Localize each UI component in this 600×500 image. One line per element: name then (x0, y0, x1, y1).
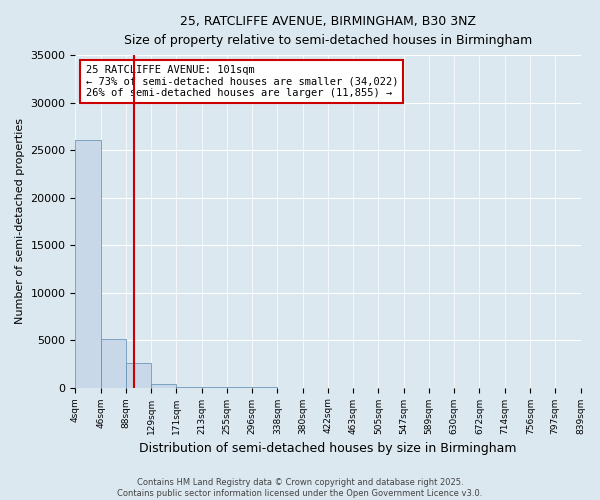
Bar (76, 140, 101, 388)
Text: Contains HM Land Registry data © Crown copyright and database right 2025.
Contai: Contains HM Land Registry data © Crown c… (118, 478, 482, 498)
X-axis label: Distribution of semi-detached houses by size in Birmingham: Distribution of semi-detached houses by … (139, 442, 517, 455)
Y-axis label: Number of semi-detached properties: Number of semi-detached properties (15, 118, 25, 324)
Bar (101, 339, 126, 388)
Text: 25 RATCLIFFE AVENUE: 101sqm
← 73% of semi-detached houses are smaller (34,022)
2: 25 RATCLIFFE AVENUE: 101sqm ← 73% of sem… (86, 65, 398, 98)
Title: 25, RATCLIFFE AVENUE, BIRMINGHAM, B30 3NZ
Size of property relative to semi-deta: 25, RATCLIFFE AVENUE, BIRMINGHAM, B30 3N… (124, 15, 532, 47)
Bar (126, 363, 151, 388)
Bar (176, 386, 202, 388)
Bar (151, 384, 176, 388)
